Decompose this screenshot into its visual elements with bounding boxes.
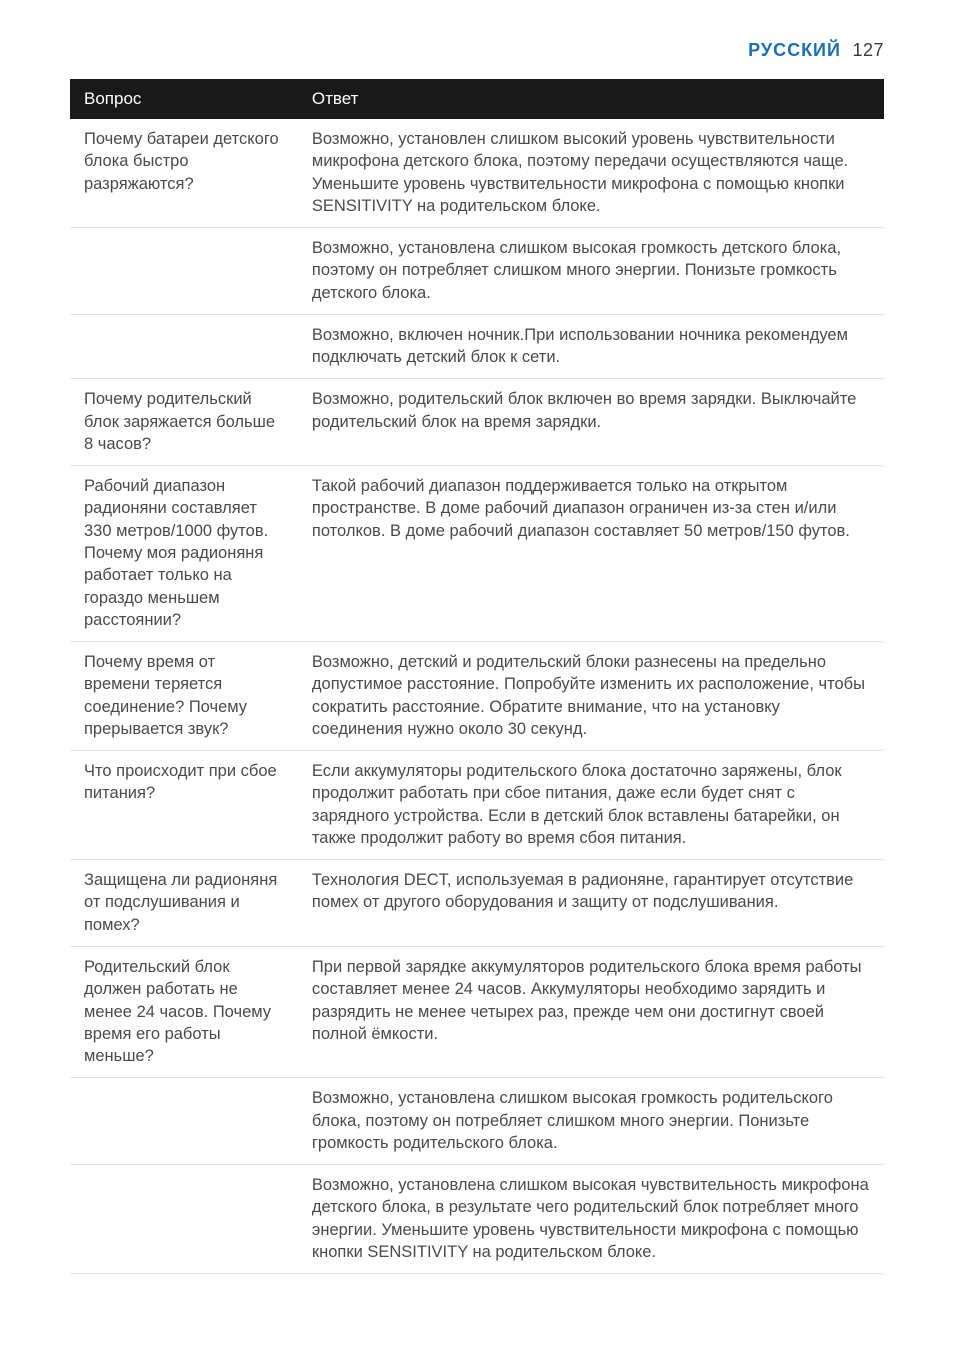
question-cell <box>70 1165 298 1274</box>
page-header: РУССКИЙ 127 <box>70 40 884 61</box>
question-cell: Почему время от времени теряется соедине… <box>70 642 298 751</box>
table-row: Почему время от времени теряется соедине… <box>70 642 884 751</box>
question-cell: Рабочий диапазон радионяни составляет 33… <box>70 466 298 642</box>
question-cell <box>70 1078 298 1165</box>
answer-cell: Возможно, установлена слишком высокая гр… <box>298 1078 884 1165</box>
table-row: Почему батареи детского блока быстро раз… <box>70 119 884 228</box>
language-label: РУССКИЙ <box>748 40 841 60</box>
table-row: Рабочий диапазон радионяни составляет 33… <box>70 466 884 642</box>
answer-cell: Возможно, включен ночник.При использован… <box>298 314 884 379</box>
answer-cell: Такой рабочий диапазон поддерживается то… <box>298 466 884 642</box>
question-cell: Почему батареи детского блока быстро раз… <box>70 119 298 228</box>
page-number: 127 <box>852 40 884 60</box>
answer-cell: Возможно, установлена слишком высокая чу… <box>298 1165 884 1274</box>
table-row: Защищена ли радионяня от подслушивания и… <box>70 860 884 947</box>
table-row: Родительский блок должен работать не мен… <box>70 946 884 1077</box>
question-cell: Родительский блок должен работать не мен… <box>70 946 298 1077</box>
table-row: Почему родительский блок заряжается боль… <box>70 379 884 466</box>
answer-cell: Возможно, установлен слишком высокий уро… <box>298 119 884 228</box>
table-row: Возможно, установлена слишком высокая чу… <box>70 1165 884 1274</box>
column-header-question: Вопрос <box>70 79 298 119</box>
table-row: Возможно, установлена слишком высокая гр… <box>70 228 884 315</box>
answer-cell: Технология DECT, используемая в радионян… <box>298 860 884 947</box>
table-row: Что происходит при сбое питания? Если ак… <box>70 751 884 860</box>
table-row: Возможно, включен ночник.При использован… <box>70 314 884 379</box>
column-header-answer: Ответ <box>298 79 884 119</box>
answer-cell: При первой зарядке аккумуляторов родител… <box>298 946 884 1077</box>
question-cell: Почему родительский блок заряжается боль… <box>70 379 298 466</box>
answer-cell: Возможно, установлена слишком высокая гр… <box>298 228 884 315</box>
answer-cell: Возможно, детский и родительский блоки р… <box>298 642 884 751</box>
answer-cell: Если аккумуляторы родительского блока до… <box>298 751 884 860</box>
question-cell: Что происходит при сбое питания? <box>70 751 298 860</box>
question-cell <box>70 228 298 315</box>
question-cell: Защищена ли радионяня от подслушивания и… <box>70 860 298 947</box>
answer-cell: Возможно, родительский блок включен во в… <box>298 379 884 466</box>
faq-table: Вопрос Ответ Почему батареи детского бло… <box>70 79 884 1274</box>
table-header-row: Вопрос Ответ <box>70 79 884 119</box>
table-row: Возможно, установлена слишком высокая гр… <box>70 1078 884 1165</box>
question-cell <box>70 314 298 379</box>
table-body: Почему батареи детского блока быстро раз… <box>70 119 884 1274</box>
